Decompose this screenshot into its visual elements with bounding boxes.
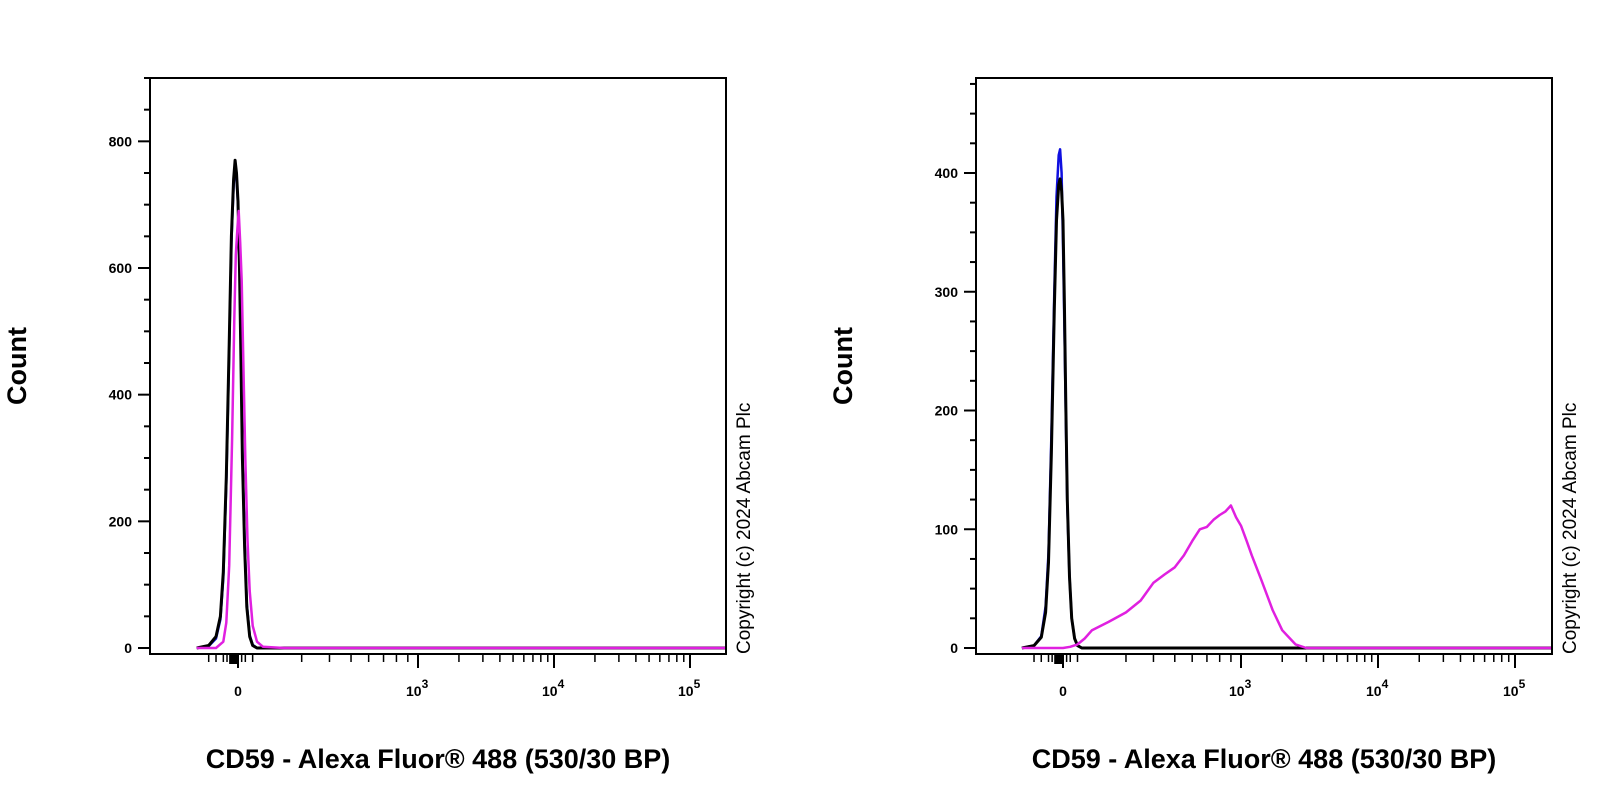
series-group — [1021, 148, 1551, 650]
y-tick-label: 0 — [950, 640, 958, 656]
y-tick-label: 600 — [109, 260, 133, 276]
y-axis-title: Count — [2, 327, 32, 405]
copyright-text: Copyright (c) 2024 Abcam Plc — [734, 403, 755, 654]
x-tick-label: 0 — [234, 683, 242, 699]
y-tick-label: 400 — [935, 165, 959, 181]
x-axis-title: CD59 - Alexa Fluor® 488 (530/30 BP) — [206, 744, 671, 774]
x-tick-base: 10 — [1503, 683, 1519, 699]
x-tick-label: 105 — [678, 677, 701, 699]
x-tick-base: 10 — [678, 683, 694, 699]
series-line-stained — [196, 209, 725, 650]
series-group — [196, 158, 725, 650]
x-tick-label: 104 — [1366, 677, 1389, 699]
x-tick-base: 10 — [1229, 683, 1245, 699]
series-line-stained — [1021, 504, 1551, 650]
x-tick-exponent: 3 — [1245, 677, 1252, 691]
x-tick-base: 10 — [406, 683, 422, 699]
series-line-unstained — [1021, 177, 1551, 650]
series-line-isotype-control — [1021, 148, 1551, 650]
x-tick-label: 105 — [1503, 677, 1526, 699]
x-axis-title: CD59 - Alexa Fluor® 488 (530/30 BP) — [1032, 744, 1497, 774]
x-tick-exponent: 4 — [558, 677, 565, 691]
series-line-unstained — [196, 158, 725, 650]
x-tick-cluster — [229, 654, 238, 664]
y-tick-label: 200 — [109, 513, 133, 529]
plot-frame — [149, 77, 727, 655]
x-tick-exponent: 4 — [1382, 677, 1389, 691]
y-tick-label: 100 — [935, 521, 959, 537]
y-tick-label: 200 — [935, 403, 959, 419]
x-tick-base: 0 — [1059, 683, 1067, 699]
y-tick-label: 400 — [109, 387, 133, 403]
x-tick-label: 103 — [1229, 677, 1252, 699]
y-axis-title: Count — [828, 327, 858, 405]
x-tick-label: 0 — [1059, 683, 1067, 699]
y-tick-label: 0 — [124, 640, 132, 656]
y-tick-label: 300 — [935, 284, 959, 300]
series-line-isotype-control — [196, 168, 725, 650]
copyright-text: Copyright (c) 2024 Abcam Plc — [1560, 403, 1581, 654]
x-tick-exponent: 5 — [694, 677, 701, 691]
x-tick-exponent: 3 — [422, 677, 429, 691]
x-tick-base: 10 — [1366, 683, 1382, 699]
x-tick-exponent: 5 — [1519, 677, 1526, 691]
x-tick-cluster — [1054, 654, 1063, 664]
x-tick-label: 104 — [542, 677, 565, 699]
plot-frame — [975, 77, 1553, 655]
y-tick-label: 800 — [109, 133, 133, 149]
x-tick-base: 10 — [542, 683, 558, 699]
x-tick-base: 0 — [234, 683, 242, 699]
x-tick-label: 103 — [406, 677, 429, 699]
